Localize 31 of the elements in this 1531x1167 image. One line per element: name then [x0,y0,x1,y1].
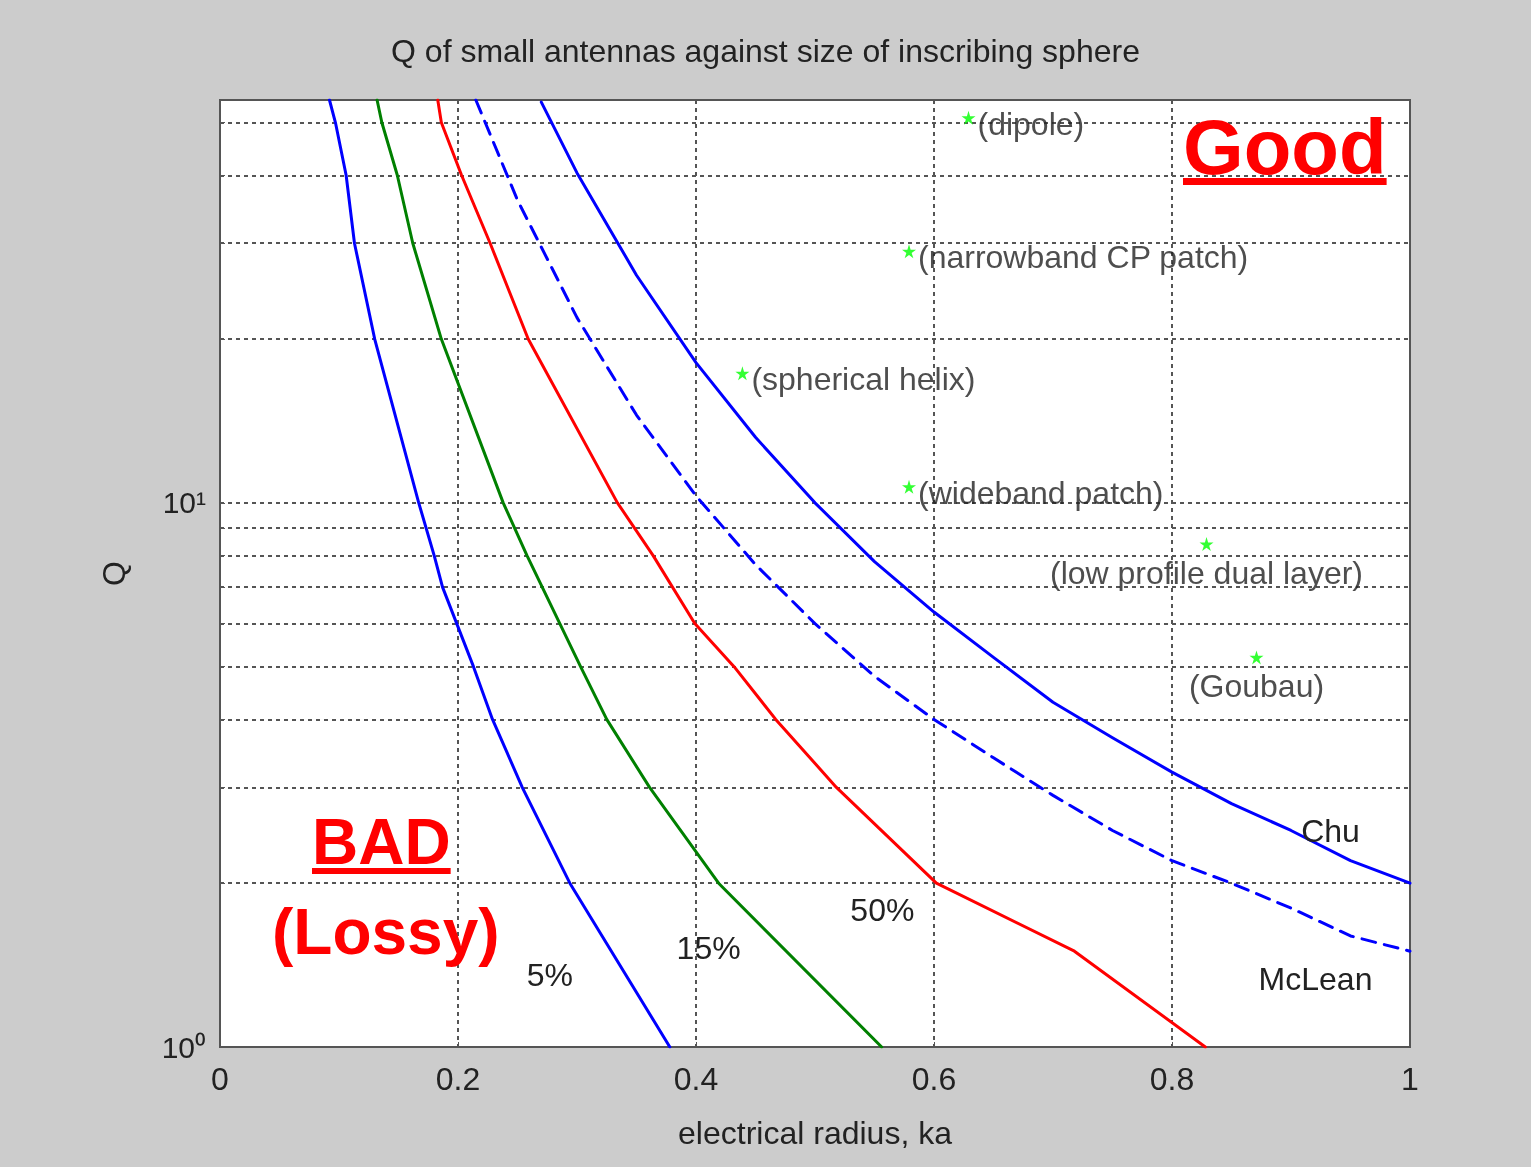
annotation: (low profile dual layer) [1050,555,1364,592]
series-label: 15% [676,930,741,967]
annotation: BAD [312,806,451,878]
annotation: (Lossy) [272,896,500,968]
point [1199,537,1214,552]
annotation: (wideband patch) [918,474,1164,511]
point [735,366,750,381]
point [961,110,976,125]
point [902,479,917,494]
y-tick-label: 10⁰ [161,1030,206,1064]
x-tick-label: 0.2 [435,1061,481,1097]
x-tick-label: 0 [211,1061,229,1097]
annotation: (dipole) [977,105,1085,142]
x-tick-label: 0.6 [911,1061,957,1097]
x-tick-label: 0.8 [1149,1061,1195,1097]
chart-title: Q of small antennas against size of inscribing sphere [391,33,1140,69]
x-axis-title: electrical radius, ka [678,1115,953,1151]
annotation: (Goubau) [1188,668,1325,705]
annotation: (spherical helix) [751,361,976,398]
annotation: Good [1183,103,1387,191]
annotation: (narrowband CP patch) [918,239,1249,276]
point [902,244,917,259]
series-label: McLean [1258,960,1373,997]
series-label: 50% [850,892,915,929]
series-label: Chu [1301,812,1360,849]
y-axis-title: Q [96,561,132,586]
x-tick-label: 1 [1401,1061,1419,1097]
x-tick-label: 0.4 [673,1061,719,1097]
y-tick-label: 10¹ [162,486,207,520]
series-label: 5% [526,957,573,994]
point [1249,650,1264,665]
